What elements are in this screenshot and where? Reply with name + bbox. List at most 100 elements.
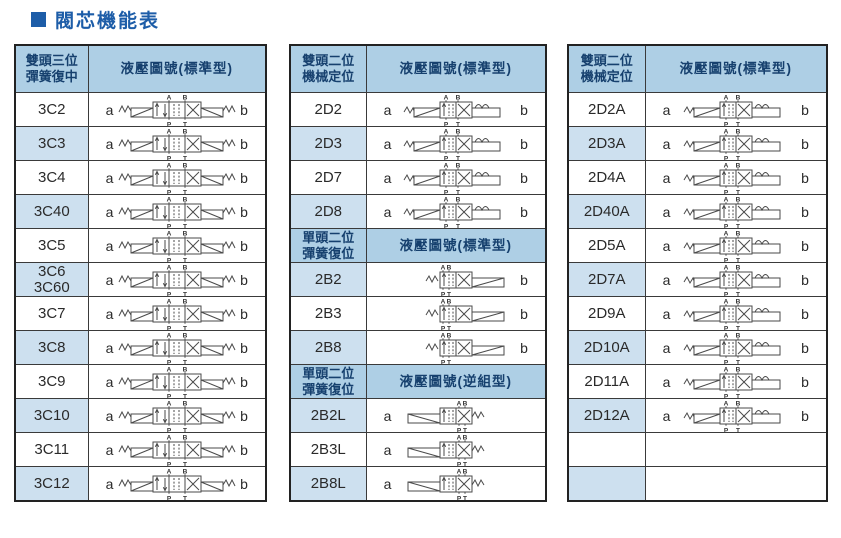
svg-text:B: B xyxy=(182,332,187,339)
a-side-label: a xyxy=(105,373,114,390)
svg-text:A: A xyxy=(456,434,461,441)
section-header-row: 雙頭三位 彈簧復中 液壓圖號(標準型) xyxy=(14,44,267,93)
svg-text:T: T xyxy=(447,325,451,331)
svg-text:P: P xyxy=(167,325,172,331)
svg-text:P: P xyxy=(724,121,729,127)
svg-text:T: T xyxy=(456,121,460,127)
svg-text:T: T xyxy=(183,427,187,433)
svg-text:T: T xyxy=(456,189,460,195)
svg-text:B: B xyxy=(735,94,740,101)
section-header-col1: 雙頭三位 彈簧復中 xyxy=(14,44,89,93)
a-side-label: a xyxy=(662,203,671,220)
spool-code-cell: 3C6 3C60 xyxy=(14,262,89,297)
svg-text:A: A xyxy=(723,230,728,237)
spool-code-cell: 2D12A xyxy=(567,398,646,433)
svg-text:T: T xyxy=(183,155,187,161)
valve-diagram-icon: A BP T xyxy=(683,94,781,127)
svg-text:P: P xyxy=(167,155,172,161)
spool-code-cell: 2D2A xyxy=(567,92,646,127)
valve-diagram-icon: A BP T xyxy=(118,298,236,331)
svg-text:P: P xyxy=(724,155,729,161)
section-header-row: 雙頭二位 機械定位 液壓圖號(標準型) xyxy=(567,44,828,93)
spool-code-cell: 2D40A xyxy=(567,194,646,229)
spool-code-cell xyxy=(567,432,646,467)
svg-text:A: A xyxy=(440,332,445,339)
svg-text:P: P xyxy=(724,223,729,229)
svg-text:B: B xyxy=(735,298,740,305)
svg-text:A: A xyxy=(166,264,171,271)
svg-text:T: T xyxy=(183,325,187,331)
svg-text:A: A xyxy=(166,366,171,373)
a-side-label: a xyxy=(662,407,671,424)
b-side-label: b xyxy=(801,237,809,254)
table-row: 2B8L a A B P T xyxy=(289,466,547,502)
a-side-label: a xyxy=(662,339,671,356)
svg-text:P: P xyxy=(444,223,449,229)
svg-text:A: A xyxy=(166,434,171,441)
valve-diagram-icon: A BP T xyxy=(403,128,501,161)
spool-code-cell: 3C5 xyxy=(14,228,89,263)
a-side-label: a xyxy=(105,305,114,322)
b-side-label: b xyxy=(520,135,528,152)
diagram-cell xyxy=(644,466,828,502)
b-side-label: b xyxy=(240,169,248,186)
b-side-label: b xyxy=(520,203,528,220)
svg-text:T: T xyxy=(736,257,740,263)
svg-text:B: B xyxy=(462,400,467,407)
valve-diagram-icon: A BP T xyxy=(118,128,236,161)
svg-text:P: P xyxy=(724,427,729,433)
svg-text:P: P xyxy=(167,495,172,501)
spool-code-cell: 2B3 xyxy=(289,296,367,331)
b-side-label: b xyxy=(801,373,809,390)
svg-text:A: A xyxy=(166,196,171,203)
svg-text:B: B xyxy=(182,264,187,271)
valve-diagram-icon: A BP T xyxy=(407,400,485,432)
svg-text:A: A xyxy=(166,94,171,101)
b-side-label: b xyxy=(801,203,809,220)
svg-text:A: A xyxy=(723,162,728,169)
svg-text:T: T xyxy=(456,223,460,229)
valve-diagram-icon: A BP T xyxy=(425,298,505,331)
svg-text:A: A xyxy=(723,400,728,407)
a-side-label: a xyxy=(662,373,671,390)
section-header-col1: 雙頭二位 機械定位 xyxy=(289,44,367,93)
table-row xyxy=(567,432,828,467)
valve-diagram-icon: A BP T xyxy=(118,196,236,228)
table-row: 2B2L a A B P T xyxy=(289,398,547,433)
section-header-col2: 液壓圖號(標準型) xyxy=(644,44,828,93)
svg-text:A: A xyxy=(456,468,461,475)
valve-diagram-icon: A BP T xyxy=(683,162,781,195)
svg-text:P: P xyxy=(724,393,729,399)
section-header-row: 單頭二位 彈簧復位 液壓圖號(標準型) xyxy=(289,228,547,263)
svg-text:A: A xyxy=(456,400,461,407)
svg-text:P: P xyxy=(724,189,729,195)
svg-text:B: B xyxy=(455,162,460,169)
svg-text:P: P xyxy=(167,257,172,263)
svg-text:A: A xyxy=(443,162,448,169)
svg-text:P: P xyxy=(444,155,449,161)
b-side-label: b xyxy=(520,271,528,288)
b-side-label: b xyxy=(240,475,248,492)
svg-text:P: P xyxy=(167,359,172,365)
